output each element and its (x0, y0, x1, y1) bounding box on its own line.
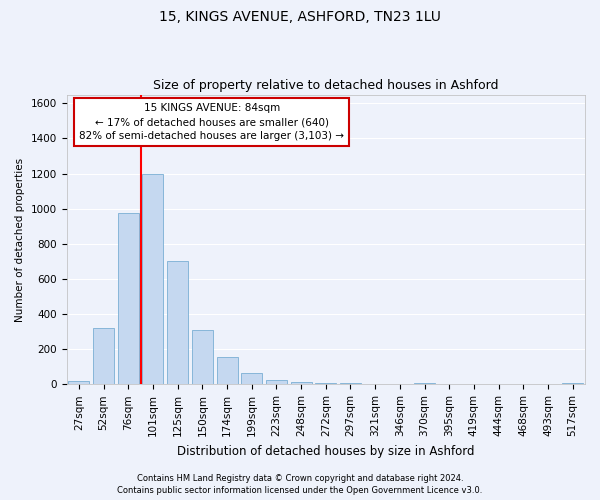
Text: Contains HM Land Registry data © Crown copyright and database right 2024.
Contai: Contains HM Land Registry data © Crown c… (118, 474, 482, 495)
Y-axis label: Number of detached properties: Number of detached properties (15, 158, 25, 322)
Title: Size of property relative to detached houses in Ashford: Size of property relative to detached ho… (153, 79, 499, 92)
Bar (68, 381, 89, 384)
Text: 15, KINGS AVENUE, ASHFORD, TN23 1LU: 15, KINGS AVENUE, ASHFORD, TN23 1LU (159, 10, 441, 24)
Bar (142, 174, 163, 384)
Bar (118, 213, 139, 384)
Bar (290, 382, 311, 384)
Bar (266, 380, 287, 384)
Bar (217, 357, 238, 384)
Bar (241, 373, 262, 384)
Bar (192, 330, 213, 384)
Bar (93, 328, 114, 384)
Bar (315, 382, 336, 384)
X-axis label: Distribution of detached houses by size in Ashford: Distribution of detached houses by size … (177, 444, 475, 458)
Text: 15 KINGS AVENUE: 84sqm
← 17% of detached houses are smaller (640)
82% of semi-de: 15 KINGS AVENUE: 84sqm ← 17% of detached… (79, 103, 344, 141)
Bar (167, 262, 188, 384)
